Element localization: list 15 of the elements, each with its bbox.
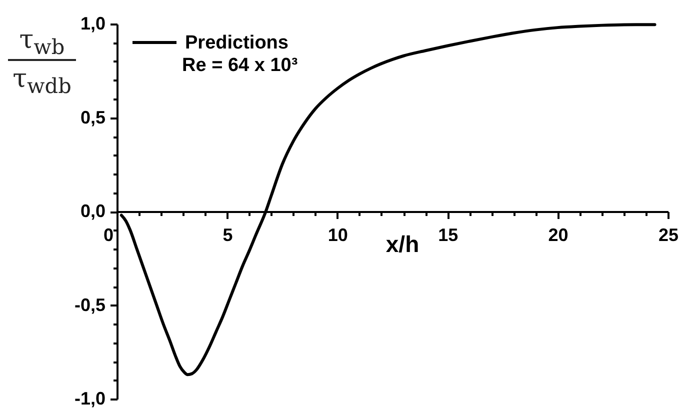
y-tick-label: 0,5 — [80, 107, 106, 128]
x-tick-label: 0 — [103, 225, 114, 245]
x-axis-title: x/h — [386, 231, 420, 257]
annotation: Re = 64 x 10³ — [182, 55, 298, 76]
x-tick-label: 10 — [328, 225, 348, 245]
legend-label: Predictions — [185, 32, 288, 54]
y-tick-label: -0,5 — [74, 294, 106, 315]
y-tick-label: -1,0 — [74, 388, 106, 408]
x-tick-label: 20 — [548, 225, 568, 245]
x-tick-label: 15 — [438, 225, 458, 245]
y-tick-label: 1,0 — [80, 14, 106, 34]
y-tick-label: 0,0 — [80, 201, 106, 221]
y-axis-title: τ$_{wb}$ τ$_{wdb}$ — [12, 25, 72, 98]
x-tick-label: 25 — [658, 225, 679, 245]
x-tick-label: 5 — [222, 225, 233, 245]
